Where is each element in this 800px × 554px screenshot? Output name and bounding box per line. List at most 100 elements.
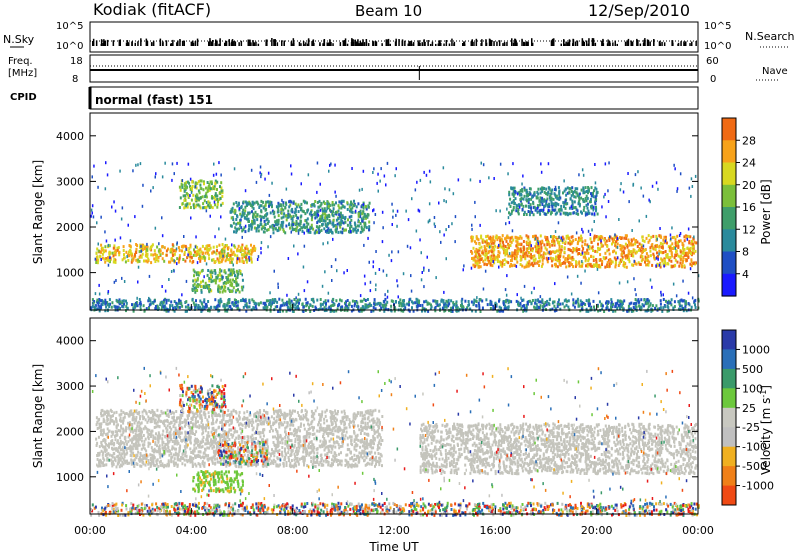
power-cell <box>577 304 580 308</box>
power-cell <box>445 257 447 261</box>
power-cell <box>201 244 204 248</box>
power-cell <box>509 205 512 208</box>
power-cell <box>159 303 162 307</box>
power-cell <box>553 208 556 212</box>
power-cell <box>504 248 507 252</box>
power-cell <box>196 253 199 257</box>
power-cell <box>447 298 450 302</box>
power-cell <box>531 249 534 253</box>
power-cell <box>223 304 226 308</box>
power-cell <box>493 239 496 243</box>
power-cell <box>533 305 536 309</box>
noise-sample <box>150 42 153 46</box>
power-cell <box>586 206 589 210</box>
power-cell <box>328 219 331 222</box>
power-cell <box>638 242 641 246</box>
power-cell <box>647 240 650 244</box>
power-cell <box>187 253 189 257</box>
noise-sample <box>608 41 611 46</box>
power-cell <box>361 299 364 303</box>
power-cell <box>323 306 326 310</box>
power-cell <box>329 309 332 313</box>
power-cell <box>206 251 209 255</box>
power-cell <box>554 258 557 262</box>
power-cell <box>551 307 554 311</box>
power-cell <box>281 223 284 227</box>
power-cell <box>697 299 700 303</box>
power-cell <box>547 204 550 208</box>
power-cell <box>161 303 164 307</box>
power-cell <box>478 258 481 262</box>
power-cell <box>604 192 606 196</box>
power-cell <box>245 309 248 313</box>
velocity-cell <box>238 440 241 444</box>
power-cell <box>680 298 683 302</box>
power-cell <box>518 205 521 209</box>
power-cell <box>522 197 525 201</box>
power-cell <box>493 306 496 310</box>
power-cell <box>471 257 473 260</box>
power-cell <box>319 204 322 208</box>
noise-sample <box>462 43 464 46</box>
power-cell <box>570 205 573 209</box>
power-cell <box>381 210 384 214</box>
power-cell <box>242 305 245 309</box>
power-cell <box>200 285 203 288</box>
power-cell <box>329 307 332 311</box>
power-cell <box>513 254 516 257</box>
power-cell <box>648 198 650 202</box>
power-cell <box>470 300 473 304</box>
power-cell <box>196 271 198 275</box>
velocity-cell <box>263 409 265 413</box>
power-cell <box>580 236 583 240</box>
power-cell <box>689 235 692 239</box>
noise-sample <box>224 42 226 46</box>
power-cell <box>331 203 334 207</box>
freq-panel-frame <box>89 54 699 83</box>
noise-sample <box>591 38 594 46</box>
power-cell <box>486 234 489 238</box>
power-cell <box>414 301 417 305</box>
power-cell <box>265 200 268 204</box>
power-cell <box>678 239 680 243</box>
velocity-cell <box>361 411 364 415</box>
power-cell <box>240 285 243 289</box>
power-cell <box>539 234 542 238</box>
power-cell <box>167 247 169 251</box>
power-cell <box>474 250 477 254</box>
power-cell <box>623 246 626 250</box>
velocity-cell <box>191 462 194 466</box>
power-cell <box>539 295 542 299</box>
power-cell <box>595 262 598 266</box>
power-cell <box>674 241 677 245</box>
power-cell <box>511 254 514 258</box>
power-cell <box>522 174 524 178</box>
power-cell <box>516 293 518 297</box>
power-cell <box>554 204 557 208</box>
power-cell <box>682 309 685 313</box>
power-cell <box>199 247 202 251</box>
power-cell <box>507 216 510 220</box>
power-cell <box>574 238 577 241</box>
power-cell <box>568 206 571 210</box>
power-cell <box>566 299 568 303</box>
noise-sample <box>602 38 604 46</box>
power-cell <box>547 162 550 166</box>
power-cell <box>605 256 608 260</box>
power-cell <box>620 304 623 308</box>
power-cell <box>384 306 387 309</box>
power-cell <box>631 229 633 232</box>
power-cell <box>319 303 322 307</box>
power-cell <box>208 309 211 313</box>
power-cell <box>207 269 210 272</box>
power-cell <box>261 225 264 229</box>
power-cell <box>539 306 542 310</box>
power-cell <box>377 172 379 176</box>
power-cell <box>125 305 128 308</box>
power-cell <box>693 240 696 244</box>
power-cell <box>362 169 365 173</box>
power-cell <box>538 300 541 304</box>
power-cell <box>556 239 559 243</box>
power-cell <box>172 306 175 310</box>
power-cell <box>128 250 130 254</box>
